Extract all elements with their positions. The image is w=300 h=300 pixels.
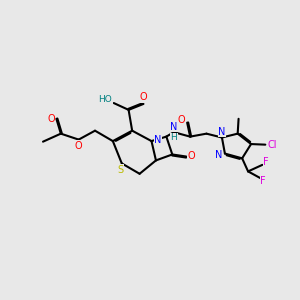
Text: H: H	[170, 133, 177, 142]
Text: O: O	[47, 114, 55, 124]
Text: F: F	[260, 176, 266, 186]
Text: S: S	[118, 165, 124, 175]
Text: N: N	[218, 127, 226, 136]
Text: N: N	[170, 122, 178, 132]
Text: O: O	[188, 151, 195, 161]
Text: O: O	[140, 92, 147, 102]
Text: N: N	[215, 150, 223, 160]
Text: N: N	[154, 136, 162, 146]
Text: F: F	[263, 157, 269, 167]
Text: HO: HO	[98, 95, 112, 104]
Text: Cl: Cl	[267, 140, 277, 150]
Text: O: O	[178, 115, 186, 125]
Text: O: O	[75, 140, 82, 151]
